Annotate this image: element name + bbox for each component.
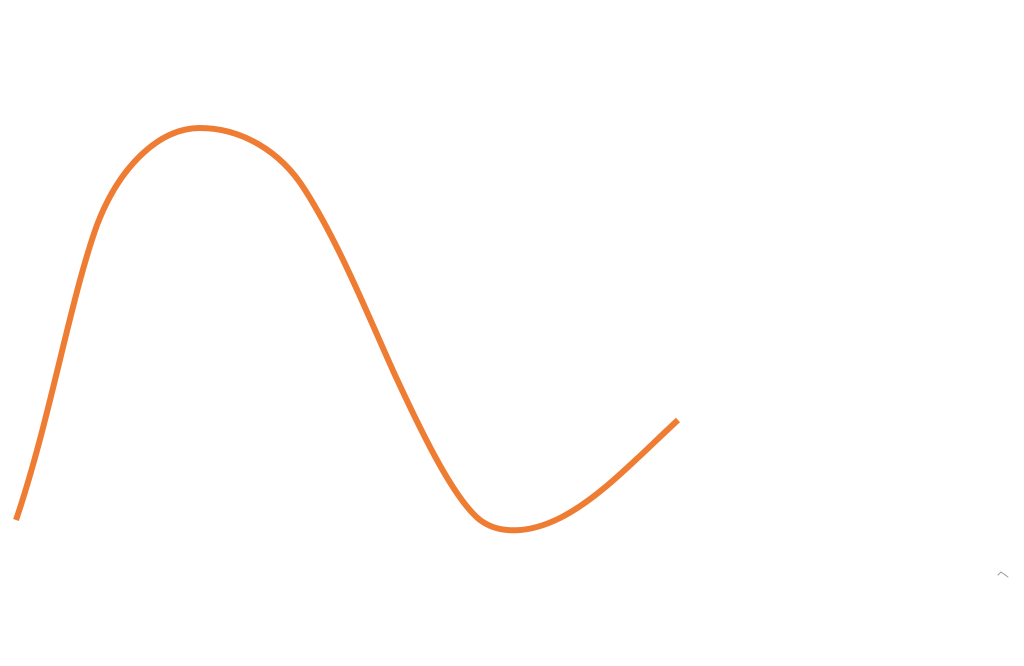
wave-curve <box>13 125 681 534</box>
small-tick-mark-icon <box>997 571 1009 578</box>
